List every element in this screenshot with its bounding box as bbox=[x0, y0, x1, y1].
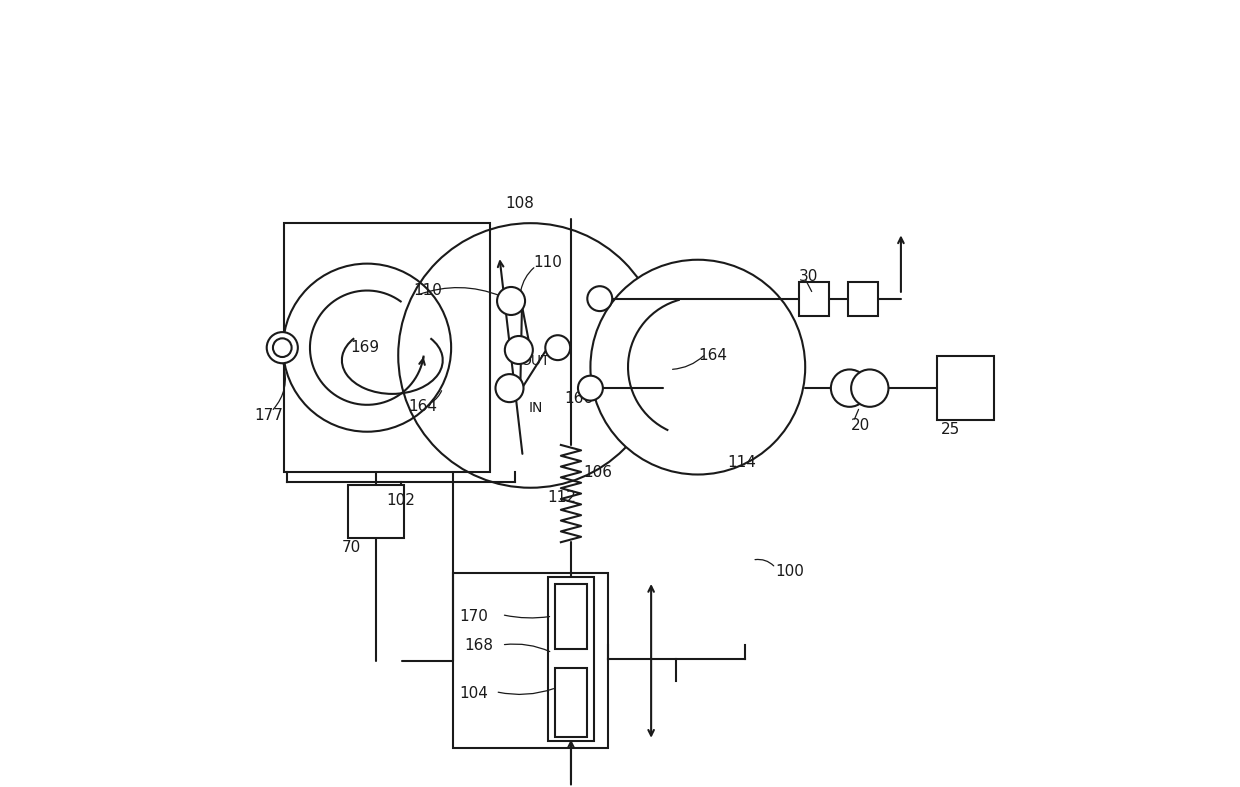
Circle shape bbox=[851, 369, 889, 407]
Bar bbox=[548, 577, 594, 741]
Text: OUT: OUT bbox=[521, 354, 549, 368]
Circle shape bbox=[578, 375, 603, 401]
Bar bbox=[347, 486, 404, 538]
Circle shape bbox=[546, 335, 570, 360]
Circle shape bbox=[590, 260, 805, 475]
Bar bbox=[453, 574, 609, 748]
Text: 106: 106 bbox=[584, 464, 613, 480]
Text: 168: 168 bbox=[464, 638, 494, 653]
Text: 164: 164 bbox=[408, 398, 438, 413]
Text: 102: 102 bbox=[387, 493, 415, 508]
Text: 110: 110 bbox=[533, 254, 562, 270]
Circle shape bbox=[497, 287, 525, 315]
Text: IN: IN bbox=[529, 401, 543, 416]
Circle shape bbox=[831, 369, 868, 407]
Text: 30: 30 bbox=[799, 268, 818, 283]
Bar bbox=[799, 282, 828, 316]
Bar bbox=[848, 282, 878, 316]
Text: 169: 169 bbox=[350, 340, 379, 355]
Bar bbox=[554, 584, 588, 649]
Circle shape bbox=[267, 332, 298, 364]
Text: 170: 170 bbox=[459, 608, 487, 623]
Circle shape bbox=[588, 286, 613, 311]
Circle shape bbox=[505, 336, 533, 364]
Bar bbox=[937, 357, 993, 420]
Circle shape bbox=[273, 338, 291, 357]
Text: 164: 164 bbox=[698, 348, 727, 363]
Text: 70: 70 bbox=[342, 540, 361, 555]
Circle shape bbox=[398, 224, 663, 488]
Text: 110: 110 bbox=[414, 283, 443, 298]
Text: 100: 100 bbox=[776, 563, 805, 578]
Text: 112: 112 bbox=[548, 490, 577, 505]
Text: 20: 20 bbox=[851, 418, 870, 433]
Text: 166: 166 bbox=[564, 391, 593, 406]
Bar bbox=[554, 668, 588, 737]
Circle shape bbox=[496, 374, 523, 402]
Bar bbox=[284, 224, 490, 472]
Text: 25: 25 bbox=[941, 422, 960, 437]
Text: 104: 104 bbox=[459, 686, 487, 701]
Text: 114: 114 bbox=[728, 455, 756, 470]
Text: 177: 177 bbox=[254, 408, 283, 423]
Text: 108: 108 bbox=[506, 196, 534, 211]
